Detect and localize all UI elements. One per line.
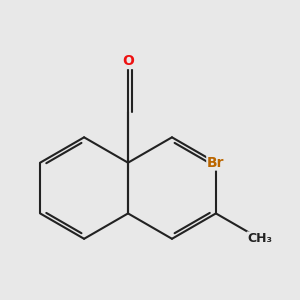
Text: CH₃: CH₃ [248, 232, 272, 245]
Text: Br: Br [207, 156, 225, 170]
Text: O: O [122, 54, 134, 68]
